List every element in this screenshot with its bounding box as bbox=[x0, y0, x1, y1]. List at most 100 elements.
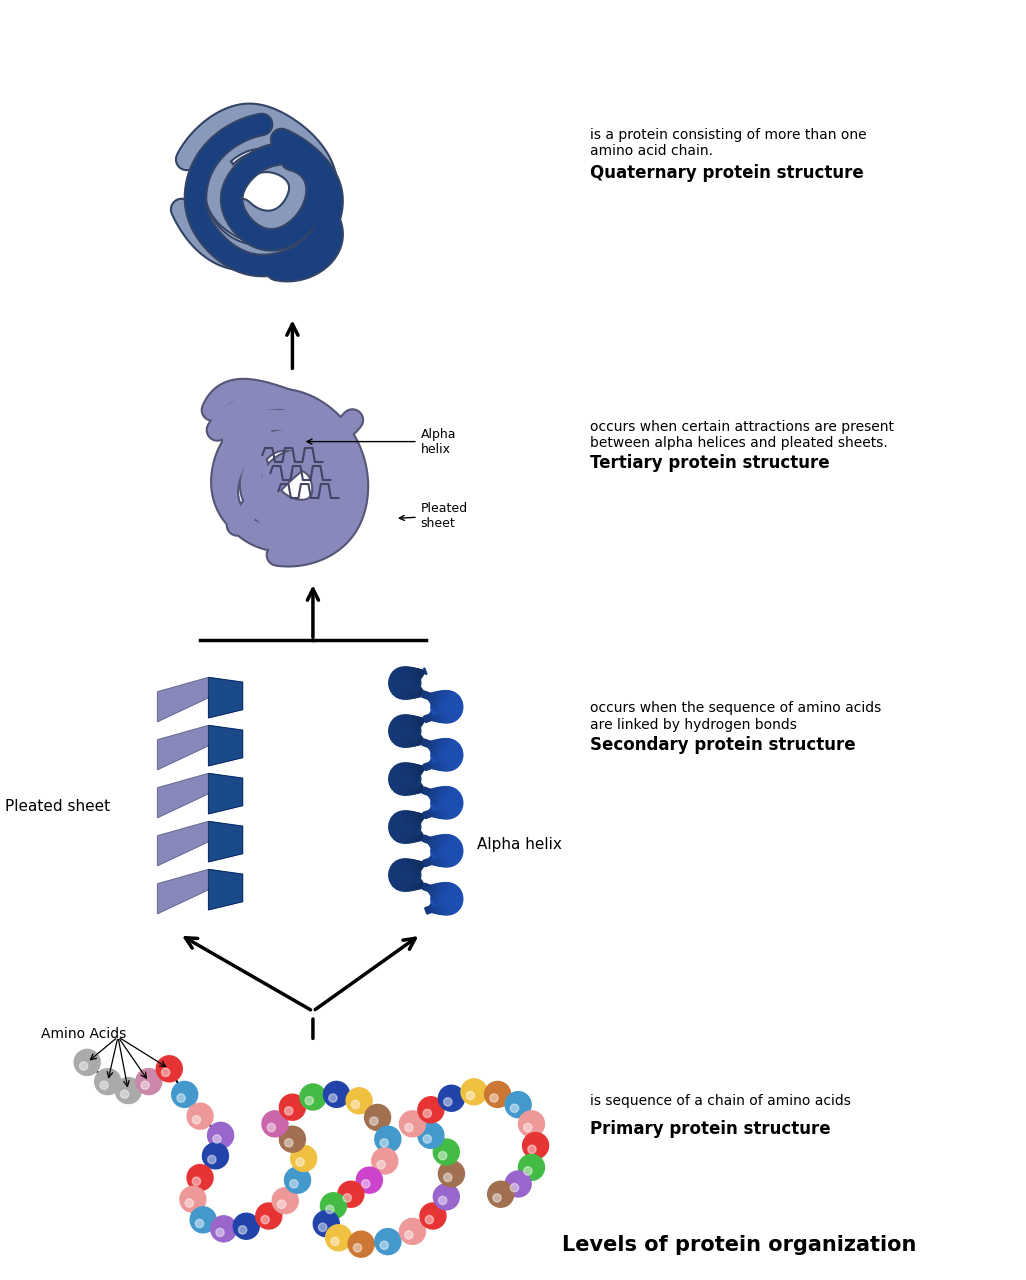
Polygon shape bbox=[432, 740, 438, 754]
Polygon shape bbox=[426, 812, 430, 818]
Polygon shape bbox=[436, 787, 452, 810]
Polygon shape bbox=[424, 716, 427, 722]
Polygon shape bbox=[412, 812, 420, 826]
Polygon shape bbox=[412, 876, 419, 891]
Polygon shape bbox=[433, 739, 440, 755]
Polygon shape bbox=[404, 716, 417, 736]
Polygon shape bbox=[158, 677, 208, 722]
Polygon shape bbox=[409, 777, 418, 795]
Polygon shape bbox=[409, 763, 418, 781]
Circle shape bbox=[272, 1188, 299, 1213]
Polygon shape bbox=[424, 863, 425, 865]
Text: Amino Acids: Amino Acids bbox=[41, 1028, 126, 1041]
Polygon shape bbox=[434, 892, 459, 911]
Polygon shape bbox=[158, 773, 208, 818]
Polygon shape bbox=[425, 860, 428, 867]
Polygon shape bbox=[398, 764, 417, 787]
Polygon shape bbox=[389, 774, 421, 786]
Polygon shape bbox=[397, 860, 417, 883]
Circle shape bbox=[510, 1184, 519, 1192]
Polygon shape bbox=[435, 741, 457, 763]
Polygon shape bbox=[431, 740, 436, 751]
Text: Secondary protein structure: Secondary protein structure bbox=[590, 736, 856, 754]
Polygon shape bbox=[420, 861, 423, 869]
Polygon shape bbox=[400, 820, 416, 842]
Polygon shape bbox=[429, 906, 432, 913]
Polygon shape bbox=[424, 812, 427, 818]
Polygon shape bbox=[392, 672, 419, 690]
Polygon shape bbox=[418, 832, 422, 841]
Polygon shape bbox=[415, 686, 421, 698]
Polygon shape bbox=[432, 890, 461, 905]
Circle shape bbox=[295, 1158, 305, 1166]
Polygon shape bbox=[422, 814, 425, 818]
Polygon shape bbox=[208, 677, 242, 718]
Polygon shape bbox=[425, 812, 429, 818]
Polygon shape bbox=[402, 773, 416, 795]
Polygon shape bbox=[432, 698, 462, 713]
Polygon shape bbox=[418, 669, 422, 678]
Polygon shape bbox=[428, 837, 431, 844]
Polygon shape bbox=[431, 799, 463, 805]
Circle shape bbox=[207, 1123, 234, 1148]
Polygon shape bbox=[389, 823, 421, 829]
Polygon shape bbox=[431, 796, 463, 808]
Text: Alpha
helix: Alpha helix bbox=[307, 428, 457, 456]
Polygon shape bbox=[425, 908, 428, 914]
Circle shape bbox=[338, 1181, 364, 1207]
Circle shape bbox=[262, 1111, 288, 1137]
Circle shape bbox=[371, 1148, 398, 1174]
Polygon shape bbox=[420, 882, 424, 888]
Polygon shape bbox=[419, 881, 423, 888]
Polygon shape bbox=[392, 724, 419, 742]
Polygon shape bbox=[400, 763, 416, 786]
Polygon shape bbox=[429, 884, 433, 893]
Polygon shape bbox=[435, 690, 447, 712]
Polygon shape bbox=[425, 788, 429, 795]
Polygon shape bbox=[396, 813, 417, 835]
Polygon shape bbox=[407, 872, 417, 891]
Polygon shape bbox=[395, 868, 417, 890]
Polygon shape bbox=[436, 893, 449, 915]
Polygon shape bbox=[412, 781, 420, 795]
Polygon shape bbox=[432, 691, 438, 705]
Polygon shape bbox=[431, 904, 435, 913]
Polygon shape bbox=[435, 699, 456, 721]
Polygon shape bbox=[423, 883, 426, 890]
Polygon shape bbox=[436, 700, 452, 722]
Circle shape bbox=[505, 1092, 531, 1117]
Polygon shape bbox=[400, 716, 416, 737]
Polygon shape bbox=[429, 809, 433, 817]
Polygon shape bbox=[408, 716, 418, 733]
Polygon shape bbox=[420, 737, 423, 745]
Circle shape bbox=[187, 1165, 213, 1190]
Polygon shape bbox=[395, 765, 418, 787]
Polygon shape bbox=[402, 677, 416, 699]
Polygon shape bbox=[436, 787, 450, 809]
Text: Levels of protein organization: Levels of protein organization bbox=[561, 1235, 916, 1256]
Polygon shape bbox=[431, 799, 462, 809]
Polygon shape bbox=[399, 764, 416, 786]
Circle shape bbox=[361, 1180, 370, 1188]
Polygon shape bbox=[435, 895, 447, 915]
Polygon shape bbox=[436, 883, 449, 905]
Polygon shape bbox=[434, 844, 459, 863]
Polygon shape bbox=[398, 860, 416, 882]
Circle shape bbox=[518, 1111, 545, 1137]
Polygon shape bbox=[397, 868, 417, 890]
Polygon shape bbox=[419, 785, 422, 794]
Polygon shape bbox=[423, 813, 426, 819]
Polygon shape bbox=[430, 884, 435, 895]
Polygon shape bbox=[430, 762, 433, 769]
Polygon shape bbox=[403, 859, 416, 881]
Polygon shape bbox=[402, 667, 416, 689]
Polygon shape bbox=[435, 787, 455, 810]
Polygon shape bbox=[431, 740, 437, 753]
Polygon shape bbox=[158, 726, 208, 769]
Polygon shape bbox=[423, 740, 426, 746]
Polygon shape bbox=[431, 703, 463, 713]
Polygon shape bbox=[433, 700, 460, 718]
Polygon shape bbox=[436, 836, 453, 859]
Polygon shape bbox=[208, 822, 242, 861]
Polygon shape bbox=[408, 681, 418, 699]
